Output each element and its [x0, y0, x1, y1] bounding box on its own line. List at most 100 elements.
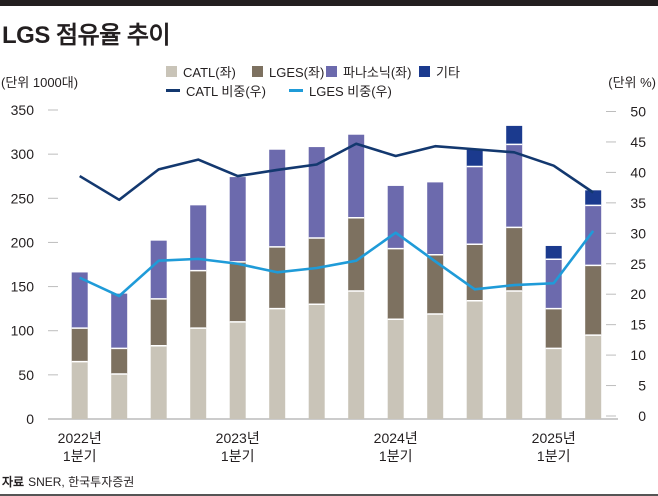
right-axis-tick-label: 45: [630, 134, 646, 150]
x-axis-label-quarter: 1분기: [379, 448, 413, 464]
bar-segment-catl: [387, 319, 404, 419]
legend-line-catl: [166, 89, 180, 92]
left-axis-tick-label: 200: [11, 234, 35, 250]
legend-item-lges-bar: LGES(좌): [252, 62, 324, 81]
legend-label: LGES 비중(우): [309, 84, 392, 99]
bar-segment-catl: [150, 345, 167, 419]
legend-label: 기타: [436, 65, 460, 80]
bar-segment-lges: [190, 270, 207, 329]
bar-segment-other: [545, 245, 562, 260]
bar-segment-lges: [506, 227, 523, 291]
bar-segment-panasonic: [427, 182, 444, 255]
bar-segment-catl: [466, 300, 483, 419]
x-axis-label-quarter: 1분기: [537, 448, 571, 464]
bar-segment-panasonic: [348, 134, 365, 218]
bar-segment-catl: [506, 290, 523, 419]
legend-swatch-panasonic: [326, 66, 337, 77]
right-axis-tick-label: 15: [630, 317, 646, 333]
bar-segment-other: [506, 125, 523, 145]
bar-segment-panasonic: [506, 144, 523, 228]
catl-share-line: [79, 142, 594, 202]
left-axis-tick-label: 350: [11, 102, 35, 118]
bar-segment-catl: [71, 361, 88, 419]
left-axis-tick-label: 300: [11, 146, 35, 162]
legend-swatch-other: [419, 66, 430, 77]
bar-segment-lges: [348, 217, 365, 291]
x-axis-label-year: 2024년: [374, 430, 418, 446]
bar-segment-panasonic: [150, 240, 167, 299]
top-border: [0, 0, 658, 6]
legend-swatch-catl: [166, 66, 177, 77]
bar-segment-catl: [190, 328, 207, 419]
bar-segment-panasonic: [71, 272, 88, 329]
x-axis-label-year: 2023년: [216, 430, 260, 446]
legend-item-other-bar: 기타: [419, 62, 460, 81]
legend-label: CATL 비중(우): [186, 84, 266, 99]
legend-item-catl-line: CATL 비중(우): [166, 81, 266, 100]
source-prefix: 자료: [2, 475, 25, 489]
bar-segment-lges: [71, 328, 88, 362]
right-axis-tick-label: 20: [630, 286, 646, 302]
legend-item-catl-bar: CATL(좌): [166, 62, 236, 81]
legend-line-lges: [289, 89, 303, 92]
right-axis-tick-label: 25: [630, 256, 646, 272]
bar-segment-catl: [427, 313, 444, 419]
legend-label: LGES(좌): [269, 65, 325, 80]
chart-title: LGS 점유율 추이: [2, 22, 171, 49]
lges-share-line: [79, 230, 595, 298]
left-axis-tick-label: 100: [11, 323, 35, 339]
x-axis-label-quarter: 1분기: [221, 448, 255, 464]
bar-segment-catl: [269, 308, 286, 419]
right-axis-tick-label: 30: [630, 225, 646, 241]
bar-segment-catl: [585, 335, 602, 419]
bar-segment-panasonic: [466, 166, 483, 245]
bar-segment-catl: [308, 304, 325, 419]
bar-segment-lges: [427, 254, 444, 314]
x-axis-label-year: 2022년: [58, 430, 102, 446]
legend-swatch-lges: [252, 66, 263, 77]
right-axis-tick-label: 5: [638, 378, 646, 394]
legend-item-lges-line: LGES 비중(우): [289, 81, 392, 100]
bar-segment-catl: [229, 321, 246, 419]
right-axis-tick-label: 10: [630, 347, 646, 363]
source-text: SNER, 한국투자증권: [28, 475, 135, 489]
left-axis-tick-label: 50: [18, 367, 34, 383]
bar-segment-lges: [585, 265, 602, 336]
bar-segment-lges: [229, 261, 246, 322]
right-axis-tick-label: 50: [630, 104, 646, 120]
bar-segment-panasonic: [308, 147, 325, 239]
x-axis-label-year: 2025년: [532, 430, 576, 446]
bar-segment-panasonic: [585, 205, 602, 266]
bar-segment-lges: [387, 248, 404, 320]
bar-segment-lges: [150, 298, 167, 346]
bar-segment-lges: [269, 246, 286, 309]
bar-segment-panasonic: [269, 149, 286, 247]
legend-label: CATL(좌): [183, 65, 236, 80]
bar-segment-lges: [466, 244, 483, 301]
bar-segment-catl: [348, 290, 365, 419]
bar-segment-catl: [111, 373, 128, 419]
right-axis-unit: (단위 %): [608, 75, 656, 90]
legend-label: 파나소닉(좌): [343, 65, 412, 80]
bar-segment-other: [466, 149, 483, 167]
left-axis-tick-label: 0: [26, 411, 34, 427]
bottom-border: [0, 494, 658, 496]
right-axis-tick-label: 40: [630, 164, 646, 180]
x-axis-label-quarter: 1분기: [63, 448, 97, 464]
bar-segment-panasonic: [229, 177, 246, 262]
bar-segment-panasonic: [190, 205, 207, 271]
bar-segment-other: [585, 190, 602, 206]
bar-segment-catl: [545, 348, 562, 419]
legend-item-panasonic-bar: 파나소닉(좌): [326, 62, 411, 81]
left-axis-unit: (단위 1000대): [1, 75, 79, 90]
left-axis-tick-label: 250: [11, 190, 35, 206]
bar-segment-lges: [545, 308, 562, 349]
right-axis-tick-label: 0: [638, 408, 646, 424]
bar-segment-panasonic: [111, 293, 128, 349]
left-axis-tick-label: 150: [11, 279, 35, 295]
source-note: 자료 SNER, 한국투자증권: [2, 473, 134, 490]
right-axis-tick-label: 35: [630, 195, 646, 211]
bar-segment-panasonic: [387, 185, 404, 249]
bar-segment-lges: [111, 348, 128, 374]
